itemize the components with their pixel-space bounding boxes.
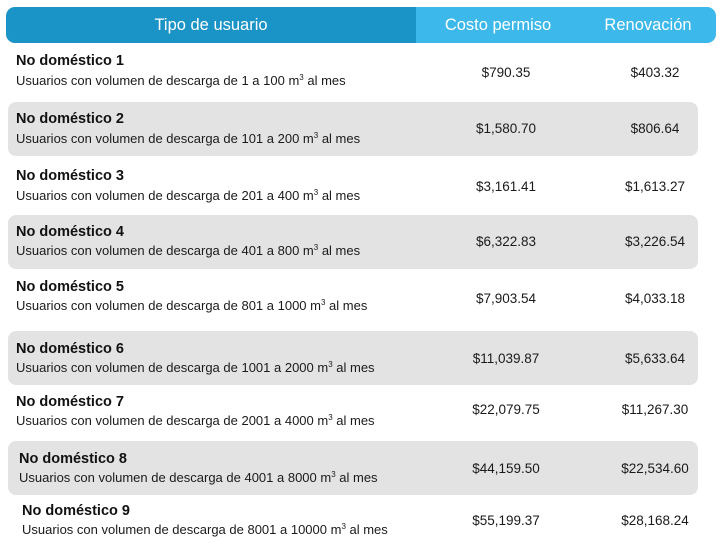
row-name: No doméstico 1 xyxy=(16,53,124,69)
row-renovacion: $11,267.30 xyxy=(621,402,689,417)
row-description: Usuarios con volumen de descarga de 4001… xyxy=(19,470,378,485)
row-description: Usuarios con volumen de descarga de 1 a … xyxy=(16,73,346,88)
row-costo-permiso: $7,903.54 xyxy=(475,291,537,306)
row-renovacion: $4,033.18 xyxy=(624,291,686,306)
table-row: No doméstico 7 Usuarios con volumen de d… xyxy=(8,387,698,439)
table-row: No doméstico 5 Usuarios con volumen de d… xyxy=(8,272,698,326)
row-description: Usuarios con volumen de descarga de 401 … xyxy=(16,243,361,258)
table-row: No doméstico 6 Usuarios con volumen de d… xyxy=(8,331,698,385)
row-costo-permiso: $1,580.70 xyxy=(475,121,537,136)
row-name: No doméstico 7 xyxy=(16,394,124,410)
header-tipo-de-usuario: Tipo de usuario xyxy=(6,7,416,43)
row-renovacion: $28,168.24 xyxy=(621,513,689,528)
row-description: Usuarios con volumen de descarga de 1001… xyxy=(16,360,375,375)
row-renovacion: $22,534.60 xyxy=(621,461,689,476)
row-costo-permiso: $11,039.87 xyxy=(472,351,540,366)
header-renovacion: Renovación xyxy=(580,7,716,43)
row-renovacion: $403.32 xyxy=(630,65,680,80)
table-row: No doméstico 3 Usuarios con volumen de d… xyxy=(8,160,698,212)
row-description: Usuarios con volumen de descarga de 8001… xyxy=(22,522,388,537)
row-costo-permiso: $55,199.37 xyxy=(472,513,540,528)
row-renovacion: $3,226.54 xyxy=(624,234,686,249)
table-row: No doméstico 4 Usuarios con volumen de d… xyxy=(8,215,698,269)
row-costo-permiso: $6,322.83 xyxy=(475,234,537,249)
row-renovacion: $806.64 xyxy=(630,121,680,136)
row-costo-permiso: $3,161.41 xyxy=(475,179,537,194)
row-name: No doméstico 4 xyxy=(16,224,124,240)
row-name: No doméstico 5 xyxy=(16,279,124,295)
row-name: No doméstico 9 xyxy=(22,503,130,519)
row-name: No doméstico 2 xyxy=(16,111,124,127)
table-row: No doméstico 2 Usuarios con volumen de d… xyxy=(8,102,698,156)
row-name: No doméstico 6 xyxy=(16,341,124,357)
row-costo-permiso: $44,159.50 xyxy=(472,461,540,476)
row-renovacion: $5,633.64 xyxy=(624,351,686,366)
row-name: No doméstico 8 xyxy=(19,451,127,467)
row-description: Usuarios con volumen de descarga de 2001… xyxy=(16,413,375,428)
header-costo-permiso: Costo permiso xyxy=(416,7,580,43)
row-costo-permiso: $790.35 xyxy=(481,65,531,80)
row-description: Usuarios con volumen de descarga de 801 … xyxy=(16,298,368,313)
table-row: No doméstico 1 Usuarios con volumen de d… xyxy=(8,46,698,98)
row-renovacion: $1,613.27 xyxy=(624,179,686,194)
table-row: No doméstico 9 Usuarios con volumen de d… xyxy=(8,497,698,549)
table-row: No doméstico 8 Usuarios con volumen de d… xyxy=(8,441,698,495)
row-name: No doméstico 3 xyxy=(16,168,124,184)
table-header: Tipo de usuario Costo permiso Renovación xyxy=(6,7,716,43)
row-description: Usuarios con volumen de descarga de 201 … xyxy=(16,188,361,203)
row-description: Usuarios con volumen de descarga de 101 … xyxy=(16,131,361,146)
row-costo-permiso: $22,079.75 xyxy=(472,402,540,417)
